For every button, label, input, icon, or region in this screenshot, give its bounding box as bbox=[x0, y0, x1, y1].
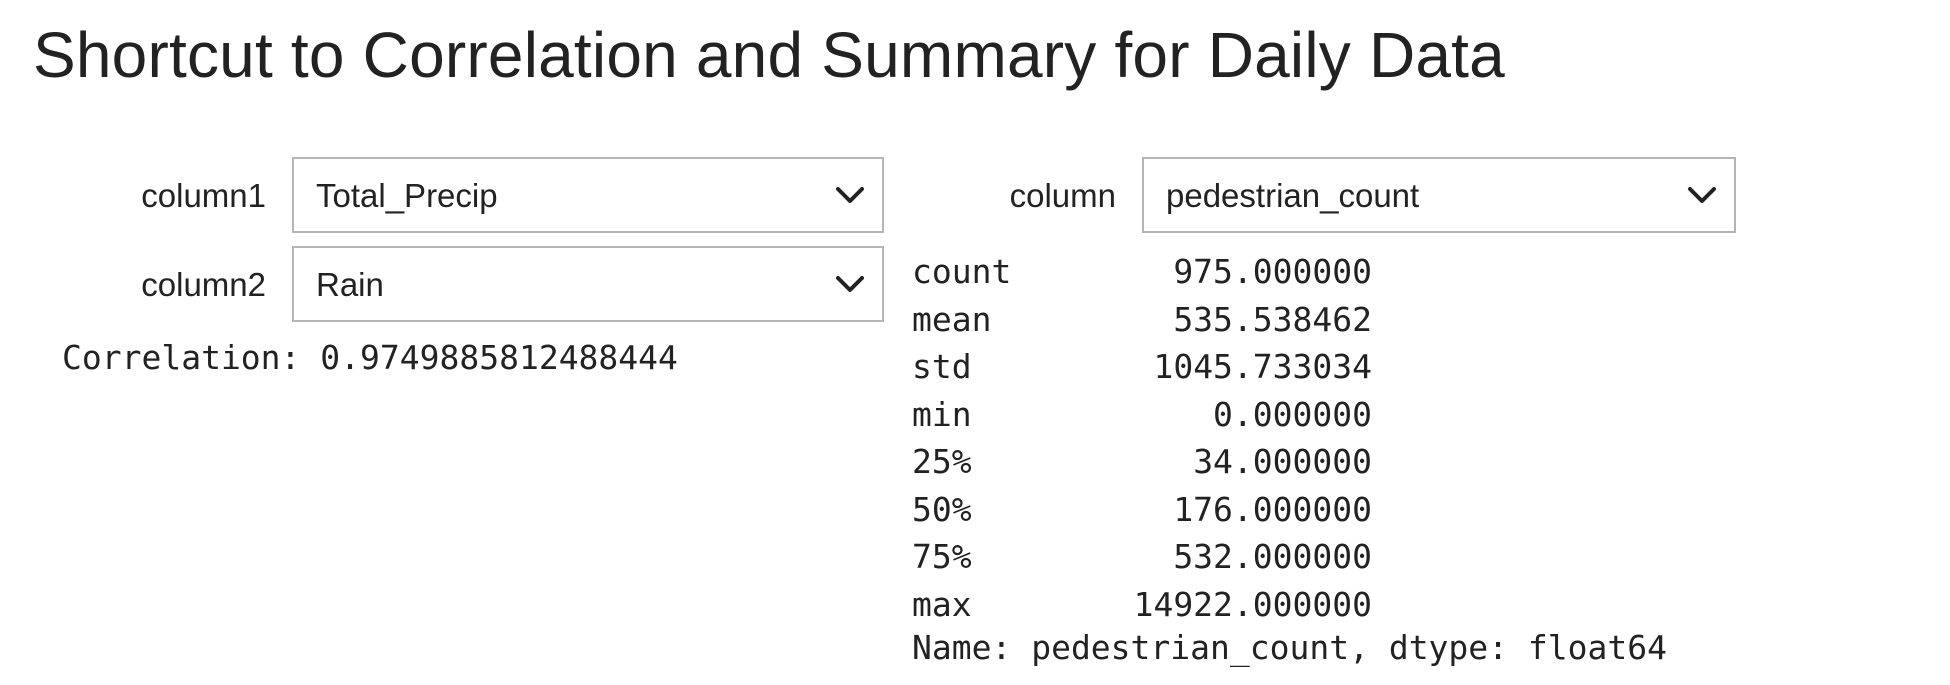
stat-value: 1045.733034 bbox=[1153, 347, 1372, 386]
stat-value: 14922.000000 bbox=[1133, 584, 1372, 624]
stat-key: std bbox=[912, 347, 972, 386]
column1-label: column1 bbox=[141, 177, 266, 214]
stat-value: 535.538462 bbox=[1173, 299, 1372, 339]
stat-row-min: min 0.000000 bbox=[912, 391, 1372, 439]
stat-key: 75% bbox=[912, 537, 972, 576]
stat-value: 176.000000 bbox=[1173, 489, 1372, 529]
column-label: column bbox=[1009, 177, 1116, 214]
stat-row-mean: mean 535.538462 bbox=[912, 296, 1372, 344]
correlation-output: Correlation: 0.9749885812488444 bbox=[62, 338, 678, 377]
stat-key: 25% bbox=[912, 442, 972, 481]
column2-label: column2 bbox=[141, 266, 266, 303]
stat-row-count: count 975.000000 bbox=[912, 248, 1372, 296]
stat-row-max: max 14922.000000 bbox=[912, 581, 1372, 629]
stat-row-std: std 1045.733034 bbox=[912, 343, 1372, 391]
column2-selected-value: Rain bbox=[316, 266, 384, 303]
column-dropdown[interactable]: pedestrian_count bbox=[1142, 157, 1736, 233]
column2-dropdown[interactable]: Rain bbox=[292, 246, 884, 322]
page-title: Shortcut to Correlation and Summary for … bbox=[33, 19, 1505, 91]
column-selected-value: pedestrian_count bbox=[1166, 177, 1420, 214]
column1-dropdown[interactable]: Total_Precip bbox=[292, 157, 884, 233]
series-name-dtype-line: Name: pedestrian_count, dtype: float64 bbox=[912, 628, 1667, 667]
stat-value: 975.000000 bbox=[1173, 252, 1372, 291]
stat-row-75pct: 75% 532.000000 bbox=[912, 533, 1372, 581]
stat-key: mean bbox=[912, 299, 992, 339]
chevron-down-icon bbox=[836, 187, 864, 203]
stat-key: max bbox=[912, 584, 972, 624]
stat-value: 532.000000 bbox=[1173, 537, 1372, 576]
chevron-down-icon bbox=[836, 276, 864, 292]
stat-value: 0.000000 bbox=[1213, 394, 1372, 434]
stat-row-25pct: 25% 34.000000 bbox=[912, 438, 1372, 486]
stat-row-50pct: 50% 176.000000 bbox=[912, 486, 1372, 534]
stat-value: 34.000000 bbox=[1193, 442, 1372, 481]
stat-key: 50% bbox=[912, 489, 972, 529]
stat-key: count bbox=[912, 252, 1012, 291]
summary-stats-output: count 975.000000 mean 535.538462 std 104… bbox=[912, 248, 1372, 628]
column1-selected-value: Total_Precip bbox=[316, 177, 498, 214]
stat-key: min bbox=[912, 394, 972, 434]
chevron-down-icon bbox=[1688, 187, 1716, 203]
